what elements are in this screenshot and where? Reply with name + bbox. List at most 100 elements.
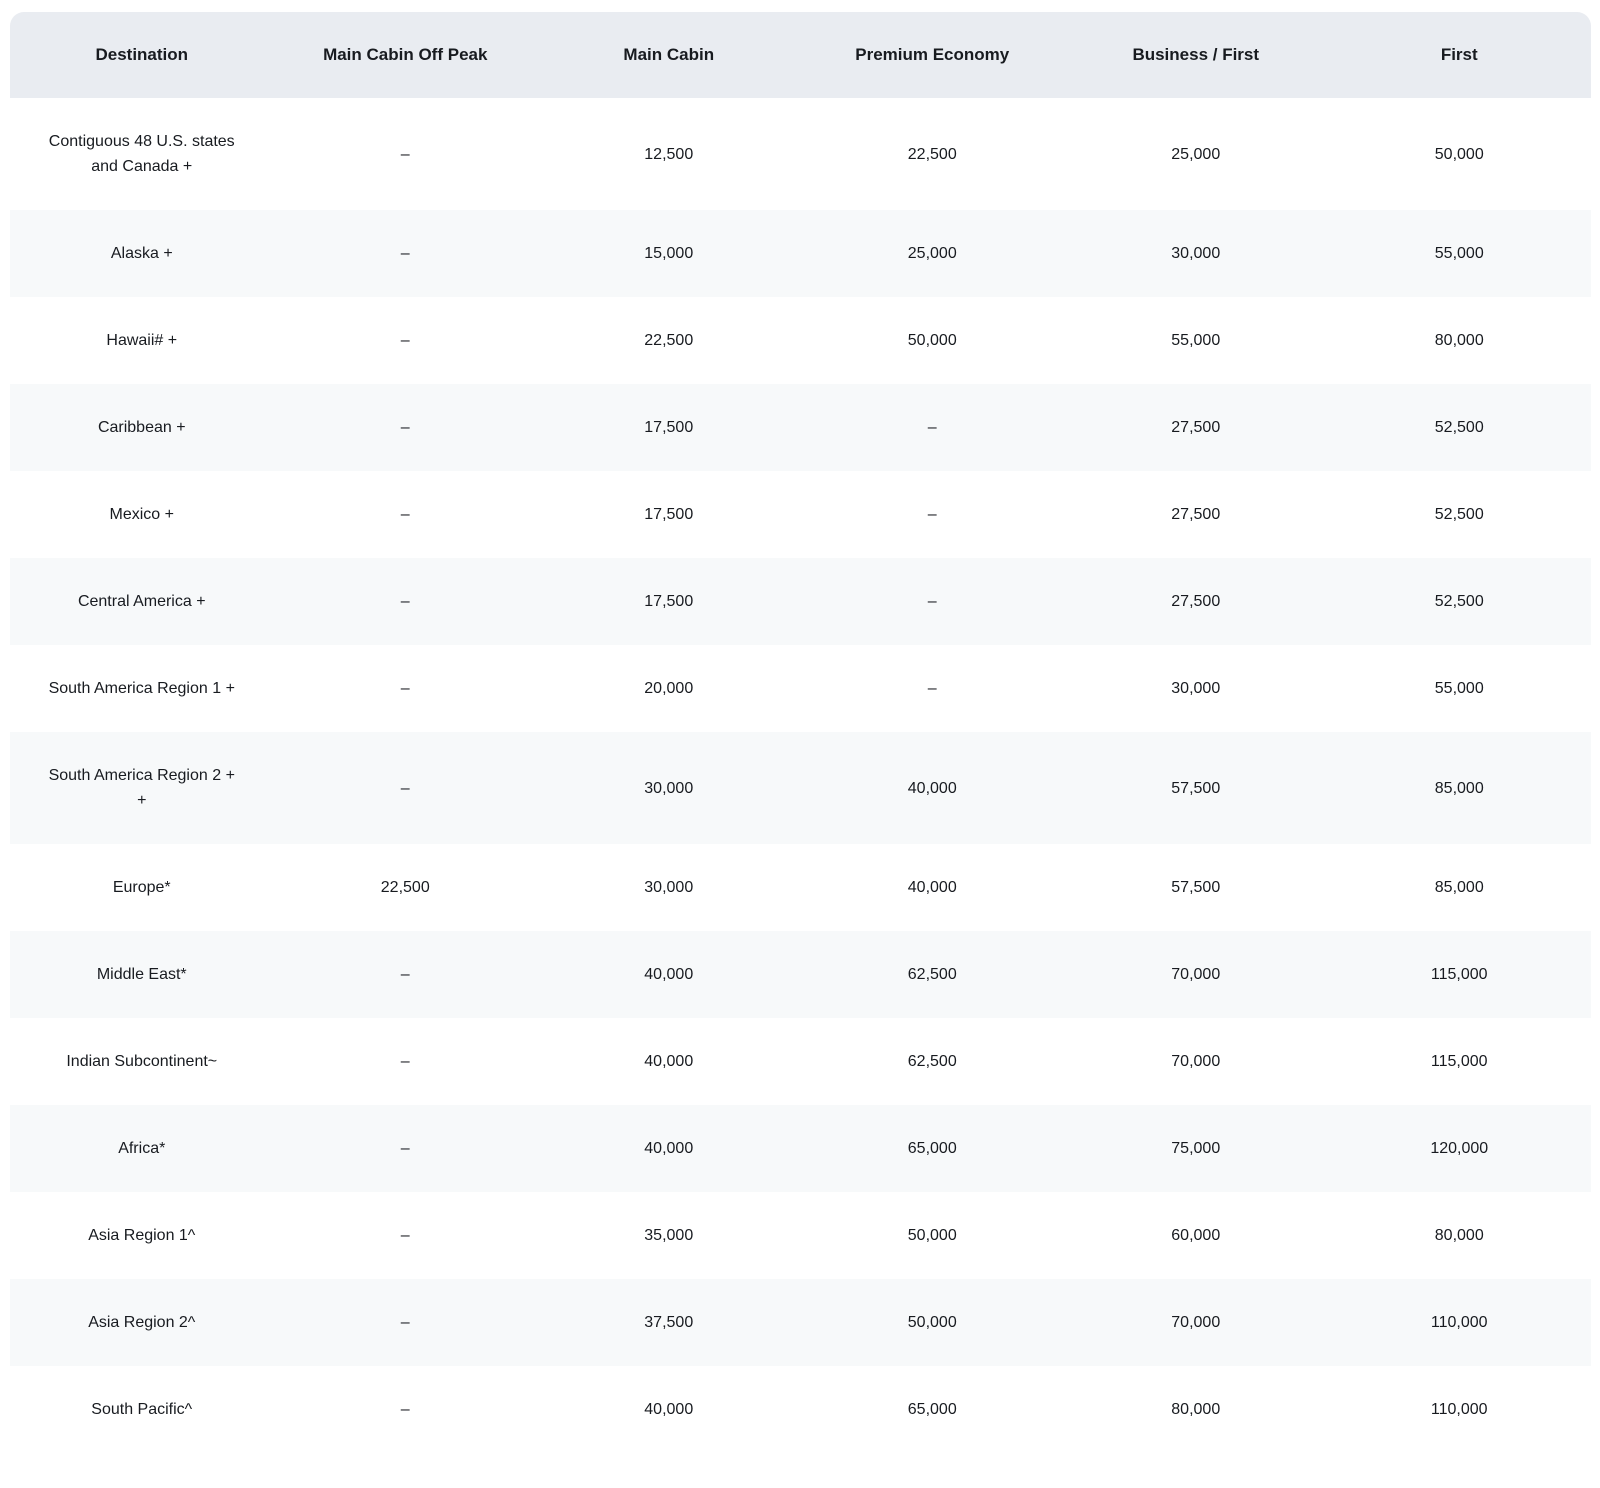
column-header-premium_economy: Premium Economy [855, 45, 1010, 64]
cell-business_first: 70,000 [1171, 966, 1221, 983]
cell-main_cabin: 17,500 [644, 593, 694, 610]
cell-destination: Africa* [118, 1140, 166, 1157]
cell-main_cabin_off_peak: – [400, 593, 410, 610]
column-header-destination: Destination [95, 45, 189, 64]
cell-premium_economy: 65,000 [907, 1140, 957, 1157]
cell-main_cabin: 40,000 [644, 1053, 694, 1070]
table-row: Asia Region 2^ – 37,500 50,000 70,000 110,000 [10, 1279, 1591, 1366]
cell-first: 120,000 [1430, 1140, 1489, 1157]
cell-main_cabin_off_peak: – [400, 1227, 410, 1244]
cell-main_cabin_off_peak: – [400, 1401, 410, 1418]
table-row: South America Region 2 + + – 30,000 40,000 5… [10, 732, 1591, 844]
cell-first: 52,500 [1434, 593, 1484, 610]
cell-business_first: 57,500 [1171, 779, 1221, 797]
table-row: Central America + – 17,500 – 27,500 52,500 [10, 558, 1591, 645]
table-row: Middle East* – 40,000 62,500 70,000 115,000 [10, 931, 1591, 1018]
cell-main_cabin_off_peak: – [400, 419, 410, 436]
cell-main_cabin: 40,000 [644, 1401, 694, 1418]
cell-first: 80,000 [1434, 1227, 1484, 1244]
cell-first: 55,000 [1434, 680, 1484, 697]
column-header-main_cabin_off_peak: Main Cabin Off Peak [323, 45, 488, 64]
table-body: Contiguous 48 U.S. states and Canada + – 1… [10, 98, 1591, 1453]
cell-destination: Asia Region 2^ [88, 1314, 196, 1331]
table-row: Hawaii# + – 22,500 50,000 55,000 80,000 [10, 297, 1591, 384]
cell-first: 55,000 [1434, 245, 1484, 262]
cell-main_cabin_off_peak: – [400, 245, 410, 262]
cell-business_first: 60,000 [1171, 1227, 1221, 1244]
cell-destination: South Pacific^ [91, 1401, 193, 1418]
column-header-first: First [1440, 45, 1478, 64]
cell-main_cabin_off_peak: – [400, 506, 410, 523]
cell-main_cabin_off_peak: – [400, 1140, 410, 1157]
cell-premium_economy: 50,000 [907, 1227, 957, 1244]
cell-business_first: 25,000 [1171, 145, 1221, 163]
cell-destination: Asia Region 1^ [88, 1227, 196, 1244]
cell-destination: Caribbean + [97, 419, 186, 436]
cell-main_cabin: 35,000 [644, 1227, 694, 1244]
cell-first: 110,000 [1430, 1401, 1488, 1418]
cell-main_cabin: 20,000 [644, 680, 694, 697]
cell-main_cabin: 30,000 [644, 779, 694, 797]
table-row: Europe* 22,500 30,000 40,000 57,500 85,000 [10, 844, 1591, 931]
cell-business_first: 27,500 [1171, 506, 1221, 523]
cell-first: 85,000 [1434, 879, 1484, 896]
table-row: Contiguous 48 U.S. states and Canada + – 1… [10, 98, 1591, 210]
table-row: Alaska + – 15,000 25,000 30,000 55,000 [10, 210, 1591, 297]
cell-premium_economy: 62,500 [907, 1053, 957, 1070]
cell-main_cabin_off_peak: – [400, 145, 410, 163]
column-header-business_first: Business / First [1132, 45, 1260, 64]
cell-premium_economy: 22,500 [907, 145, 957, 163]
cell-main_cabin_off_peak: – [400, 332, 410, 349]
cell-destination: South America Region 2 + + [48, 767, 235, 809]
cell-first: 50,000 [1434, 145, 1484, 163]
cell-destination: Hawaii# + [106, 332, 178, 349]
cell-business_first: 70,000 [1171, 1053, 1221, 1070]
cell-main_cabin_off_peak: – [400, 1314, 410, 1331]
column-header-main_cabin: Main Cabin [623, 45, 715, 64]
cell-premium_economy: – [927, 680, 937, 697]
cell-premium_economy: 65,000 [907, 1401, 957, 1418]
cell-main_cabin: 40,000 [644, 1140, 694, 1157]
cell-main_cabin_off_peak: 22,500 [380, 879, 430, 896]
cell-premium_economy: – [927, 419, 937, 436]
cell-business_first: 80,000 [1171, 1401, 1221, 1418]
cell-business_first: 55,000 [1171, 332, 1221, 349]
cell-premium_economy: 40,000 [907, 779, 957, 797]
table-row: South Pacific^ – 40,000 65,000 80,000 110,000 [10, 1366, 1591, 1453]
table-row: Mexico + – 17,500 – 27,500 52,500 [10, 471, 1591, 558]
table-row: Africa* – 40,000 65,000 75,000 120,000 [10, 1105, 1591, 1192]
cell-main_cabin_off_peak: – [400, 680, 410, 697]
cell-main_cabin: 30,000 [644, 879, 694, 896]
cell-premium_economy: 25,000 [907, 245, 957, 262]
cell-business_first: 70,000 [1171, 1314, 1221, 1331]
cell-destination: Mexico + [109, 506, 174, 523]
cell-business_first: 30,000 [1171, 680, 1221, 697]
cell-first: 80,000 [1434, 332, 1484, 349]
cell-premium_economy: – [927, 506, 937, 523]
cell-main_cabin: 15,000 [644, 245, 694, 262]
cell-business_first: 30,000 [1171, 245, 1221, 262]
cell-first: 52,500 [1434, 419, 1484, 436]
cell-premium_economy: 50,000 [907, 332, 957, 349]
cell-destination: Middle East* [96, 966, 187, 983]
cell-main_cabin_off_peak: – [400, 779, 410, 797]
table-row: Asia Region 1^ – 35,000 50,000 60,000 80,000 [10, 1192, 1591, 1279]
cell-business_first: 27,500 [1171, 593, 1221, 610]
cell-main_cabin_off_peak: – [400, 966, 410, 983]
cell-first: 85,000 [1434, 779, 1484, 797]
cell-premium_economy: – [927, 593, 937, 610]
cell-first: 110,000 [1430, 1314, 1488, 1331]
cell-destination: Europe* [112, 879, 171, 896]
cell-main_cabin: 17,500 [644, 419, 694, 436]
cell-main_cabin_off_peak: – [400, 1053, 410, 1070]
cell-premium_economy: 50,000 [907, 1314, 957, 1331]
cell-main_cabin: 17,500 [644, 506, 694, 523]
cell-main_cabin: 22,500 [644, 332, 694, 349]
cell-destination: Central America + [77, 593, 206, 610]
cell-first: 115,000 [1430, 966, 1488, 983]
cell-business_first: 27,500 [1171, 419, 1221, 436]
cell-first: 52,500 [1434, 506, 1484, 523]
cell-premium_economy: 62,500 [907, 966, 957, 983]
cell-main_cabin: 40,000 [644, 966, 694, 983]
table-row: Indian Subcontinent~ – 40,000 62,500 70,000 1… [10, 1018, 1591, 1105]
